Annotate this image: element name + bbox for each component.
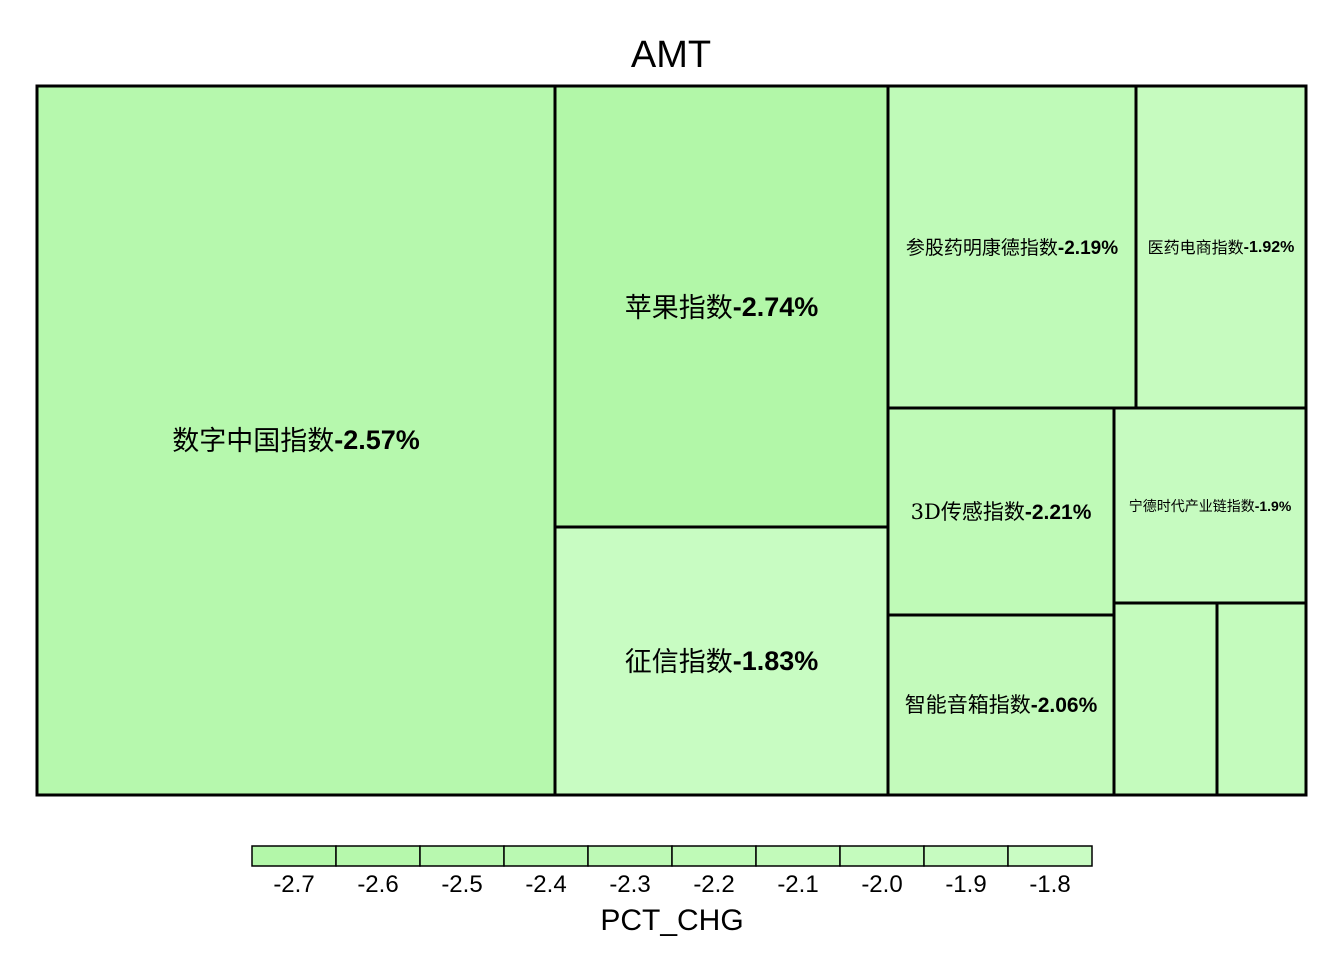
legend-swatch	[755, 845, 841, 867]
tile-label: 宁德时代产业链指数-1.9%	[1129, 498, 1292, 515]
legend-swatch	[1007, 845, 1093, 867]
tile-pct-value: -2.21%	[1025, 501, 1092, 524]
legend-swatch	[419, 845, 505, 867]
tile-pct-value: -2.19%	[1058, 238, 1118, 259]
legend-swatch	[335, 845, 421, 867]
legend-tick-label: -2.4	[525, 871, 566, 898]
treemap-tile	[886, 613, 1116, 797]
legend-tick-label: -2.6	[357, 871, 398, 898]
tile-label: 医药电商指数-1.92%	[1148, 238, 1295, 257]
legend-swatches	[251, 845, 1093, 867]
tile-label: 3D传感指数-2.21%	[911, 500, 1092, 524]
legend-swatch	[503, 845, 589, 867]
legend-swatch	[671, 845, 757, 867]
treemap-tile	[886, 84, 1138, 410]
treemap-tile	[35, 84, 557, 797]
tile-name: 宁德时代产业链指数	[1129, 498, 1255, 515]
tile-name: 参股药明康德指数	[906, 237, 1058, 259]
legend-tick-label: -1.9	[945, 871, 986, 898]
treemap-labels: 数字中国指数-2.57% 苹果指数-2.74% 征信指数-1.83% 参股药明康德指数…	[172, 237, 1294, 717]
treemap-tiles	[35, 84, 1308, 797]
tile-pct-value: -1.9%	[1255, 498, 1292, 514]
tile-name: 征信指数	[625, 647, 733, 678]
treemap-tile	[1134, 84, 1308, 410]
tile-label: 征信指数-1.83%	[625, 646, 819, 677]
tile-name: 苹果指数	[625, 293, 733, 324]
legend-swatch	[839, 845, 925, 867]
tile-pct-value: -2.57%	[334, 425, 420, 455]
tile-name: 3D传感指数	[911, 500, 1025, 524]
legend-tick-label: -2.7	[273, 871, 314, 898]
legend-swatch	[923, 845, 1009, 867]
treemap-tile	[553, 84, 890, 529]
legend-swatch	[587, 845, 673, 867]
treemap-tile	[1215, 601, 1308, 797]
tile-pct-value: -1.83%	[733, 646, 819, 676]
legend-tick-label: -2.2	[693, 871, 734, 898]
legend-title: PCT_CHG	[600, 904, 743, 937]
legend-tick-label: -2.3	[609, 871, 650, 898]
tile-name: 数字中国指数	[172, 426, 334, 457]
treemap-tile	[553, 525, 890, 797]
legend-tick-label: -2.5	[441, 871, 482, 898]
legend-tick-label: -2.0	[861, 871, 902, 898]
tile-label: 苹果指数-2.74%	[625, 292, 819, 323]
legend-tick-labels: -2.7 -2.6 -2.5 -2.4 -2.3 -2.2 -2.1 -2.0 -1.9 -1.8	[273, 871, 1070, 898]
tile-pct-value: -2.06%	[1031, 694, 1098, 717]
color-legend: -2.7 -2.6 -2.5 -2.4 -2.3 -2.2 -2.1 -2.0 -1.9 -1.8…	[251, 845, 1093, 937]
legend-tick-label: -2.1	[777, 871, 818, 898]
tile-label: 智能音箱指数-2.06%	[905, 693, 1098, 717]
tile-label: 参股药明康德指数-2.19%	[906, 237, 1118, 259]
tile-pct-value: -2.74%	[733, 292, 819, 322]
tile-label: 数字中国指数-2.57%	[172, 425, 420, 456]
tile-name: 智能音箱指数	[905, 693, 1031, 717]
legend-swatch	[251, 845, 337, 867]
tile-pct-value: -1.92%	[1244, 239, 1295, 256]
tile-name: 医药电商指数	[1148, 238, 1244, 257]
treemap-tile	[1112, 601, 1219, 797]
treemap-tile	[886, 406, 1116, 617]
chart-title: AMT	[631, 34, 711, 76]
legend-tick-label: -1.8	[1029, 871, 1070, 898]
